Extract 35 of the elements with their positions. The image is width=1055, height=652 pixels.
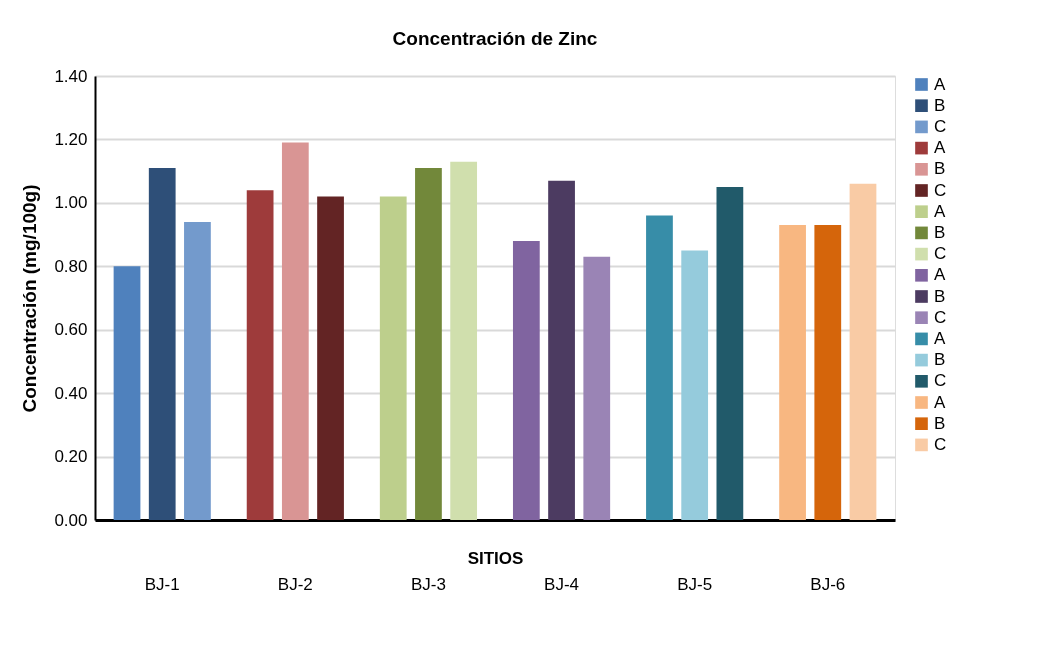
legend-label: C — [934, 434, 947, 454]
y-tick-label: 1.20 — [54, 129, 88, 149]
legend-label: B — [934, 159, 946, 179]
x-tick-label: BJ-1 — [144, 574, 180, 594]
legend-label: A — [934, 201, 946, 221]
y-tick-label: 0.00 — [54, 510, 88, 530]
legend-label: C — [934, 307, 947, 327]
x-tick-label: BJ-3 — [410, 574, 446, 594]
x-tick-label: BJ-5 — [677, 574, 713, 594]
legend-label: A — [934, 392, 946, 412]
legend-label: A — [934, 328, 946, 348]
x-tick-label: BJ-4 — [544, 574, 580, 594]
legend-label: C — [934, 244, 947, 264]
y-tick-label: 0.20 — [54, 447, 88, 467]
chart-title: Concentración de Zinc — [392, 28, 598, 49]
y-tick-label: 1.40 — [54, 66, 88, 86]
y-axis-title: Concentración (mg/100g) — [19, 184, 41, 413]
legend-label: A — [934, 265, 946, 285]
legend-label: B — [934, 413, 946, 433]
y-tick-label: 0.80 — [54, 256, 88, 276]
legend-label: C — [934, 180, 947, 200]
legend-label: A — [934, 74, 946, 94]
y-tick-label: 1.00 — [54, 193, 88, 213]
legend-label: C — [934, 371, 947, 391]
y-tick-label: 0.40 — [54, 383, 88, 403]
x-axis-title: SITIOS — [467, 548, 524, 568]
legend-label: B — [934, 95, 946, 115]
x-tick-label: BJ-6 — [810, 574, 846, 594]
y-tick-label: 0.60 — [54, 320, 88, 340]
legend-label: C — [934, 116, 947, 136]
x-tick-label: BJ-2 — [277, 574, 313, 594]
legend-label: B — [934, 222, 946, 242]
legend-label: A — [934, 138, 946, 158]
legend-label: B — [934, 286, 946, 306]
legend-label: B — [934, 350, 946, 370]
